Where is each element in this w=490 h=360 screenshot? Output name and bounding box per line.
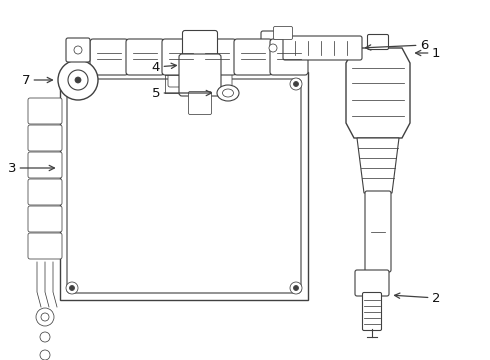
Text: 5: 5 xyxy=(151,86,212,99)
Circle shape xyxy=(290,282,302,294)
Ellipse shape xyxy=(217,85,239,101)
Circle shape xyxy=(74,46,82,54)
Circle shape xyxy=(36,308,54,326)
Circle shape xyxy=(68,70,88,90)
FancyBboxPatch shape xyxy=(28,152,62,178)
Circle shape xyxy=(40,350,50,360)
Circle shape xyxy=(70,285,74,291)
FancyBboxPatch shape xyxy=(179,54,221,96)
Text: 4: 4 xyxy=(151,60,176,73)
Circle shape xyxy=(66,78,78,90)
FancyBboxPatch shape xyxy=(270,39,308,75)
FancyBboxPatch shape xyxy=(234,39,272,75)
FancyBboxPatch shape xyxy=(198,39,236,75)
FancyBboxPatch shape xyxy=(66,38,90,62)
FancyBboxPatch shape xyxy=(28,179,62,205)
FancyBboxPatch shape xyxy=(28,233,62,259)
FancyBboxPatch shape xyxy=(182,31,218,58)
FancyBboxPatch shape xyxy=(216,67,232,87)
FancyBboxPatch shape xyxy=(28,98,62,124)
Text: 3: 3 xyxy=(7,162,54,175)
FancyBboxPatch shape xyxy=(90,39,128,75)
Circle shape xyxy=(40,332,50,342)
FancyBboxPatch shape xyxy=(363,292,382,330)
FancyBboxPatch shape xyxy=(283,36,362,60)
FancyBboxPatch shape xyxy=(355,270,389,296)
FancyBboxPatch shape xyxy=(126,39,164,75)
FancyBboxPatch shape xyxy=(67,79,301,293)
Text: 7: 7 xyxy=(22,73,52,86)
Text: 6: 6 xyxy=(366,39,428,51)
Text: 2: 2 xyxy=(394,292,441,305)
Circle shape xyxy=(290,78,302,90)
FancyBboxPatch shape xyxy=(28,206,62,232)
FancyBboxPatch shape xyxy=(368,35,389,50)
Polygon shape xyxy=(357,138,399,193)
FancyBboxPatch shape xyxy=(162,39,200,75)
FancyBboxPatch shape xyxy=(261,31,285,65)
Circle shape xyxy=(294,285,298,291)
FancyBboxPatch shape xyxy=(189,91,212,114)
Polygon shape xyxy=(60,72,308,300)
Text: 1: 1 xyxy=(416,46,441,59)
Ellipse shape xyxy=(222,89,234,97)
FancyBboxPatch shape xyxy=(365,191,391,272)
Circle shape xyxy=(75,77,81,83)
Circle shape xyxy=(58,60,98,100)
Circle shape xyxy=(66,282,78,294)
FancyBboxPatch shape xyxy=(168,67,184,87)
Circle shape xyxy=(70,81,74,86)
FancyBboxPatch shape xyxy=(273,27,293,40)
Polygon shape xyxy=(346,48,410,138)
Circle shape xyxy=(41,313,49,321)
Circle shape xyxy=(294,81,298,86)
Circle shape xyxy=(269,44,277,52)
FancyBboxPatch shape xyxy=(28,125,62,151)
